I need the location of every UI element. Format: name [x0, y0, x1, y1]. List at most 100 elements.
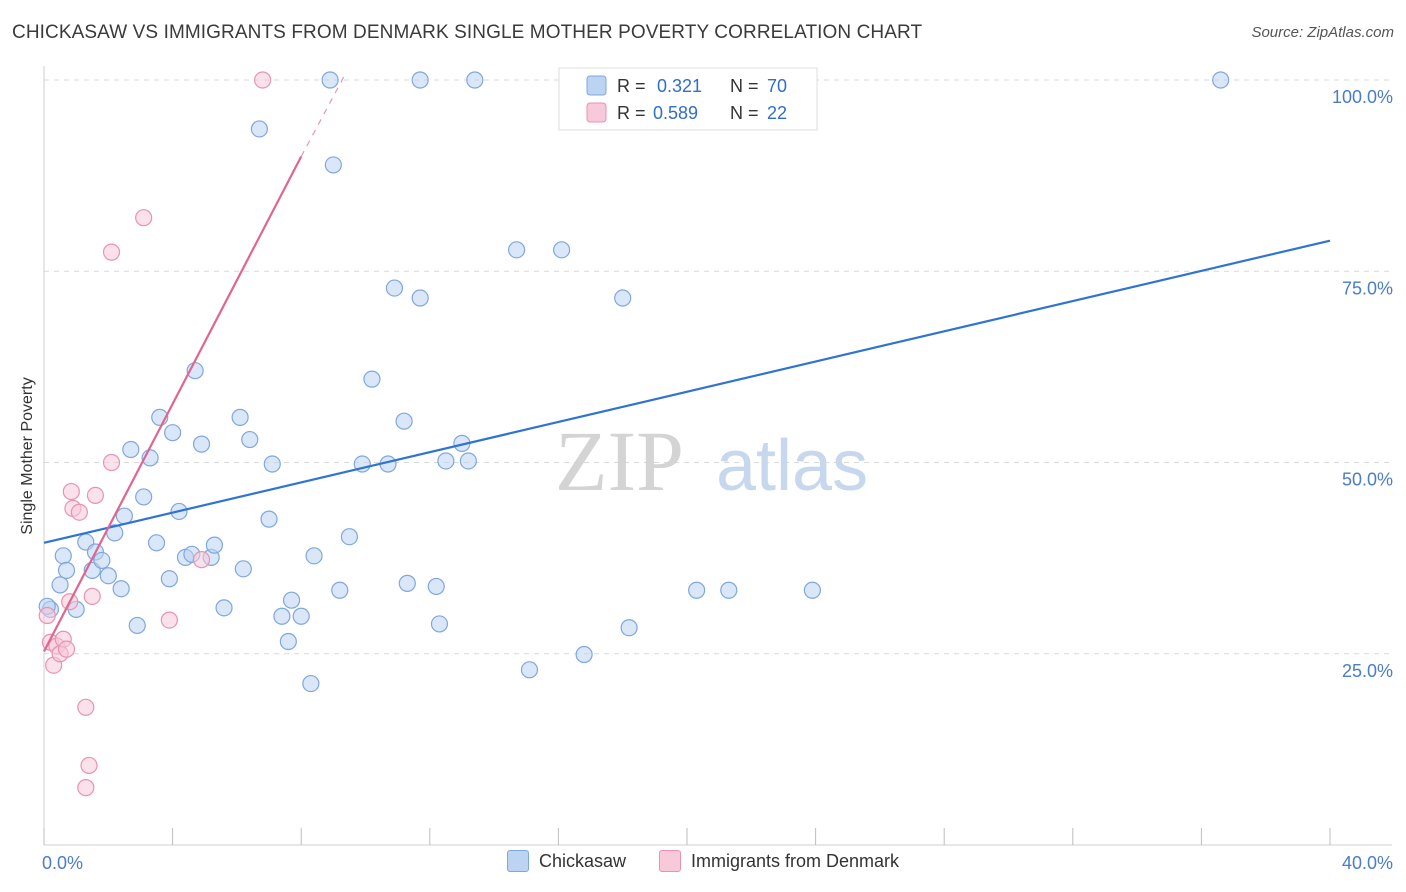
y-tick-label-0: 25.0%	[1342, 661, 1393, 681]
chickasaw-point-67	[803, 581, 821, 599]
legend-swatch-chickasaw	[586, 75, 607, 96]
legend-r-value-1: 0.321	[657, 76, 702, 96]
watermark: ZIP atlas	[555, 413, 868, 509]
chickasaw-point-38	[292, 607, 310, 625]
chickasaw-point-48	[385, 279, 404, 297]
chickasaw-point-42	[324, 156, 342, 174]
legend-bottom: Chickasaw Immigrants from Denmark	[0, 850, 1406, 877]
chickasaw-point-39	[305, 547, 323, 565]
chickasaw-point-43	[331, 581, 349, 599]
y-tick-label-3: 100.0%	[1332, 87, 1393, 107]
chickasaw-point-40	[302, 674, 320, 693]
chickasaw-point-54	[430, 615, 449, 633]
chickasaw-point-51	[411, 289, 429, 307]
chickasaw-point-53	[427, 577, 445, 596]
legend-label-chickasaw: Chickasaw	[538, 850, 626, 871]
trendline-denmark-extension	[300, 72, 347, 157]
chickasaw-point-32	[250, 120, 269, 138]
chickasaw-point-60	[520, 661, 539, 679]
chickasaw-point-17	[147, 534, 166, 552]
chickasaw-point-20	[164, 424, 182, 442]
y-axis-label: Single Mother Poverty	[19, 377, 36, 534]
denmark-point-10	[70, 503, 88, 521]
legend-label-denmark: Immigrants from Denmark	[691, 850, 900, 871]
chickasaw-point-15	[135, 488, 153, 506]
chickasaw-point-68	[1212, 71, 1230, 89]
legend-item-denmark: Immigrants from Denmark	[659, 850, 899, 872]
chickasaw-point-37	[282, 591, 301, 609]
legend-top: R = 0.321 N = 70 R = 0.589 N = 22	[558, 67, 818, 131]
chickasaw-point-13	[122, 440, 140, 459]
y-tick-label-2: 75.0%	[1342, 278, 1393, 298]
legend-n-label-2: N =	[730, 103, 759, 123]
chickasaw-point-63	[614, 289, 632, 307]
denmark-point-15	[86, 486, 105, 504]
chickasaw-point-61	[553, 241, 571, 259]
chickasaw-point-14	[128, 616, 146, 635]
y-tick-label-1: 50.0%	[1342, 470, 1393, 490]
denmark-point-13	[77, 779, 95, 797]
chickasaw-point-41	[321, 71, 339, 89]
chickasaw-point-2	[54, 547, 72, 565]
denmark-point-17	[102, 243, 121, 261]
source-label: Source: ZipAtlas.com	[1251, 24, 1394, 41]
trendline-denmark	[43, 155, 303, 652]
legend-n-value-2: 22	[767, 103, 787, 123]
chickasaw-point-50	[398, 574, 416, 592]
legend-n-label-1: N =	[730, 76, 759, 96]
chickasaw-point-29	[231, 408, 249, 426]
tick-labels: 25.0% 50.0% 75.0% 100.0% 0.0% 40.0%	[42, 87, 1393, 873]
chickasaw-point-66	[720, 581, 738, 599]
chickasaw-point-31	[241, 430, 259, 449]
legend-swatch-denmark	[586, 102, 607, 123]
chickasaw-point-19	[160, 570, 178, 588]
chickasaw-point-49	[395, 412, 413, 430]
series-immigrants-from-denmark	[38, 71, 272, 797]
chickasaw-point-64	[620, 619, 638, 637]
denmark-point-0	[38, 606, 56, 625]
denmark-point-16	[102, 453, 121, 472]
denmark-point-18	[135, 209, 153, 227]
chickasaw-point-25	[192, 435, 211, 453]
denmark-point-8	[62, 482, 80, 501]
chickasaw-point-28	[215, 599, 233, 617]
watermark-zip: ZIP	[555, 413, 684, 509]
chickasaw-point-3	[57, 561, 76, 579]
legend-n-value-1: 70	[767, 76, 787, 96]
legend-item-chickasaw: Chickasaw	[506, 850, 626, 872]
chickasaw-point-62	[575, 645, 593, 664]
x-tick-label-0: 0.0%	[42, 853, 83, 873]
chickasaw-point-33	[260, 510, 278, 528]
legend-r-label-1: R =	[617, 76, 646, 96]
trendlines	[43, 72, 1331, 652]
chickasaw-point-8	[93, 551, 111, 570]
chickasaw-point-36	[279, 632, 297, 651]
legend-r-label-2: R =	[617, 103, 646, 123]
chickasaw-point-1	[51, 576, 69, 594]
denmark-point-19	[160, 611, 178, 629]
axes	[43, 66, 1392, 846]
chickasaw-point-52	[411, 71, 429, 89]
denmark-point-11	[77, 698, 95, 716]
denmark-point-6	[57, 640, 76, 658]
trendline-chickasaw	[43, 239, 1331, 544]
chickasaw-point-55	[437, 452, 455, 470]
chickasaw-point-65	[688, 581, 706, 599]
watermark-atlas: atlas	[716, 426, 868, 506]
chickasaw-point-11	[112, 580, 130, 598]
chickasaw-point-57	[459, 452, 477, 470]
chickasaw-point-34	[263, 455, 281, 473]
denmark-point-14	[83, 587, 101, 605]
denmark-point-12	[80, 756, 98, 775]
chickasaw-point-30	[234, 560, 252, 578]
chickasaw-point-27	[205, 536, 223, 554]
chickasaw-point-44	[340, 528, 359, 546]
x-tick-label-1: 40.0%	[1342, 853, 1393, 873]
legend-swatch-pink	[659, 850, 681, 872]
chickasaw-point-46	[363, 370, 381, 388]
series-chickasaw	[38, 71, 1230, 693]
chickasaw-point-9	[99, 567, 117, 585]
denmark-point-20	[192, 551, 211, 569]
chart-title: CHICKASAW VS IMMIGRANTS FROM DENMARK SIN…	[12, 22, 923, 43]
